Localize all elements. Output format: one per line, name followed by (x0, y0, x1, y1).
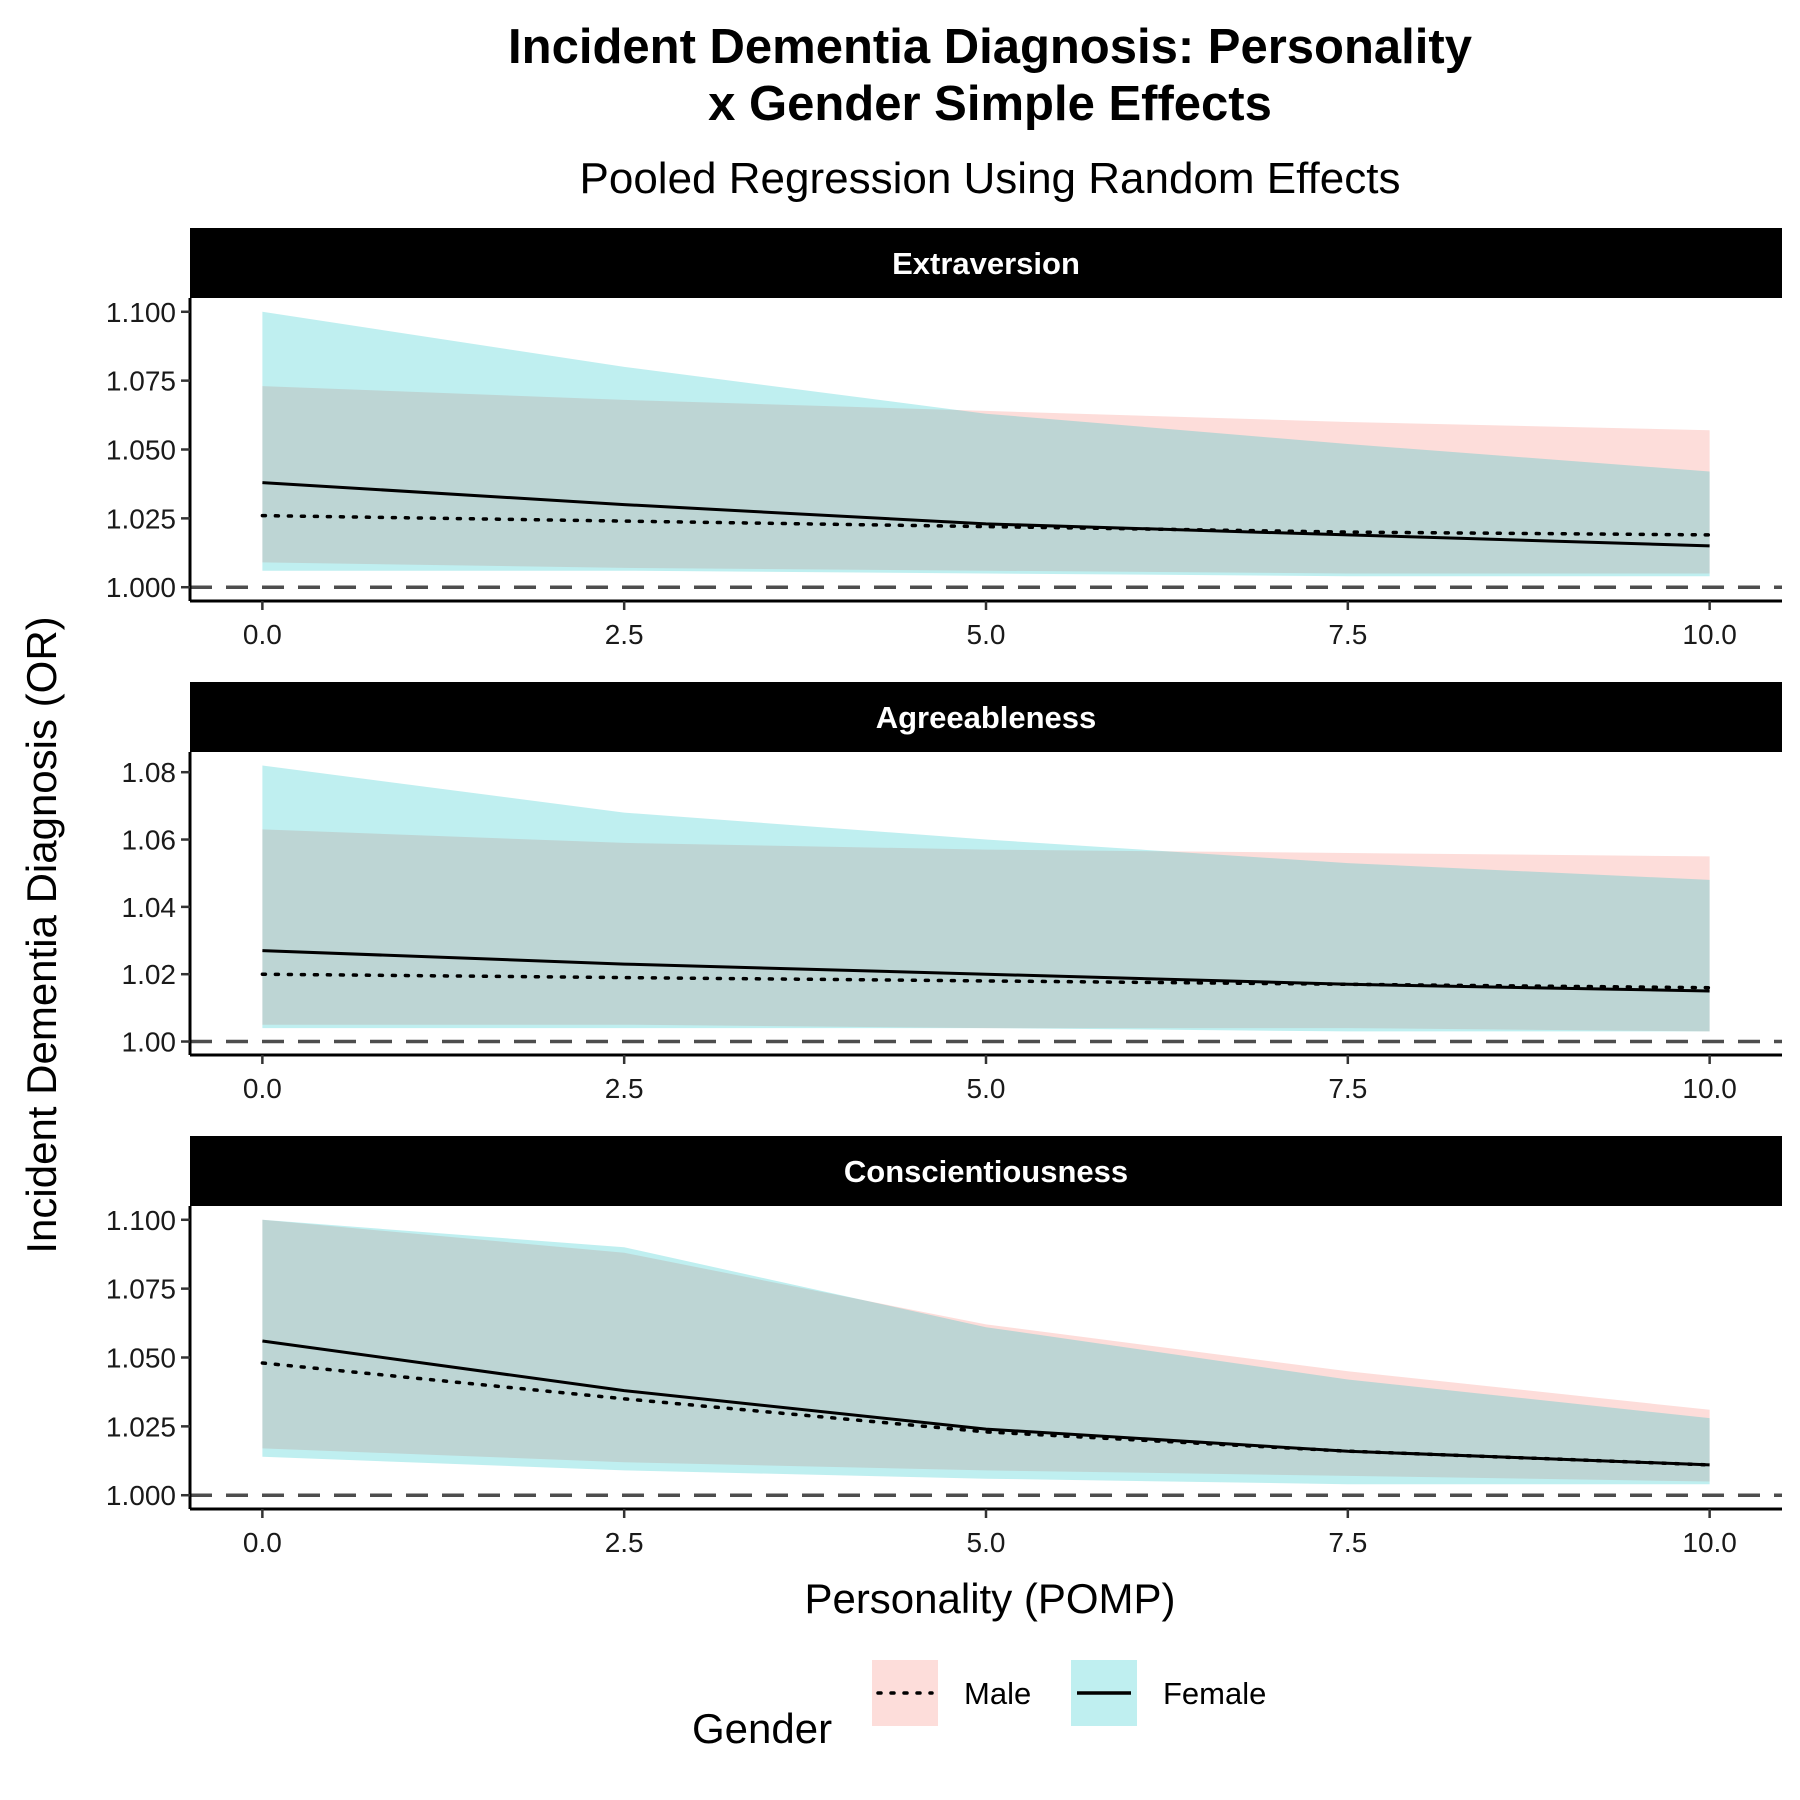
y-tick-label: 1.050 (106, 1343, 176, 1374)
x-tick-label: 10.0 (1682, 1527, 1737, 1558)
y-tick-label: 1.050 (106, 435, 176, 466)
ci-ribbon-female (262, 311, 1710, 577)
y-tick-label: 1.025 (106, 503, 176, 534)
ci-ribbon-female (262, 1219, 1710, 1485)
panel-agreeableness: Agreeableness 1.00 1.02 1.04 1.06 1.08 0.0 2.5 5… (122, 682, 1782, 1104)
y-tick-label: 1.000 (106, 1480, 176, 1511)
facet-strip-label: Extraversion (892, 246, 1080, 281)
x-tick-label: 0.0 (243, 1527, 282, 1558)
x-tick-label: 2.5 (605, 1527, 644, 1558)
estimate-line-female (262, 481, 1710, 548)
legend-label: Male (964, 1676, 1031, 1711)
ci-ribbon-female (262, 765, 1710, 1032)
y-tick-label: 1.075 (106, 1274, 176, 1305)
estimate-line-female (262, 1339, 1710, 1467)
x-tick-label: 0.0 (243, 1073, 282, 1104)
facet-panels: Extraversion 1.000 1.025 1.050 1.075 1.100 0.0… (106, 228, 1782, 1558)
chart-title-line1: Incident Dementia Diagnosis: Personality (508, 20, 1472, 74)
legend-title: Gender (692, 1705, 832, 1752)
y-tick-label: 1.08 (122, 757, 177, 788)
x-tick-label: 7.5 (1328, 1527, 1367, 1558)
x-tick-label: 5.0 (967, 619, 1006, 650)
y-tick-label: 1.075 (106, 366, 176, 397)
facet-strip (190, 1136, 1782, 1206)
facet-strip (190, 682, 1782, 752)
ci-ribbon-male (262, 829, 1710, 1032)
panel-conscientiousness: Conscientiousness 1.000 1.025 1.050 1.075 1.1… (106, 1136, 1782, 1558)
y-tick-label: 1.02 (122, 959, 177, 990)
facet-strip-label: Agreeableness (876, 700, 1097, 735)
x-tick-label: 0.0 (243, 619, 282, 650)
chart-title-line2: x Gender Simple Effects (708, 77, 1272, 131)
y-axis-title: Incident Dementia Diagnosis (OR) (18, 616, 65, 1253)
legend-item-male: Male (872, 1660, 1031, 1726)
facet-strip (190, 228, 1782, 298)
x-tick-label: 5.0 (967, 1527, 1006, 1558)
chart-subtitle: Pooled Regression Using Random Effects (580, 154, 1401, 203)
x-tick-label: 7.5 (1328, 619, 1367, 650)
y-tick-label: 1.000 (106, 572, 176, 603)
x-axis-title: Personality (POMP) (804, 1575, 1175, 1622)
x-tick-label: 5.0 (967, 1073, 1006, 1104)
legend-label: Female (1163, 1676, 1266, 1711)
x-tick-label: 10.0 (1682, 619, 1737, 650)
y-tick-label: 1.100 (106, 1205, 176, 1236)
ci-ribbon-male (262, 386, 1710, 574)
y-tick-label: 1.025 (106, 1411, 176, 1442)
y-tick-label: 1.06 (122, 825, 177, 856)
ci-ribbon-male (262, 1219, 1710, 1482)
facet-strip-label: Conscientiousness (844, 1154, 1128, 1189)
x-tick-label: 10.0 (1682, 1073, 1737, 1104)
x-tick-label: 2.5 (605, 1073, 644, 1104)
x-tick-label: 2.5 (605, 619, 644, 650)
y-tick-label: 1.00 (122, 1027, 177, 1058)
y-tick-label: 1.04 (122, 892, 177, 923)
legend: Gender Male Female (692, 1660, 1266, 1752)
y-tick-label: 1.100 (106, 297, 176, 328)
legend-item-female: Female (1071, 1660, 1266, 1726)
x-tick-label: 7.5 (1328, 1073, 1367, 1104)
panel-extraversion: Extraversion 1.000 1.025 1.050 1.075 1.100 0.0… (106, 228, 1782, 650)
estimate-line-female (262, 949, 1710, 993)
